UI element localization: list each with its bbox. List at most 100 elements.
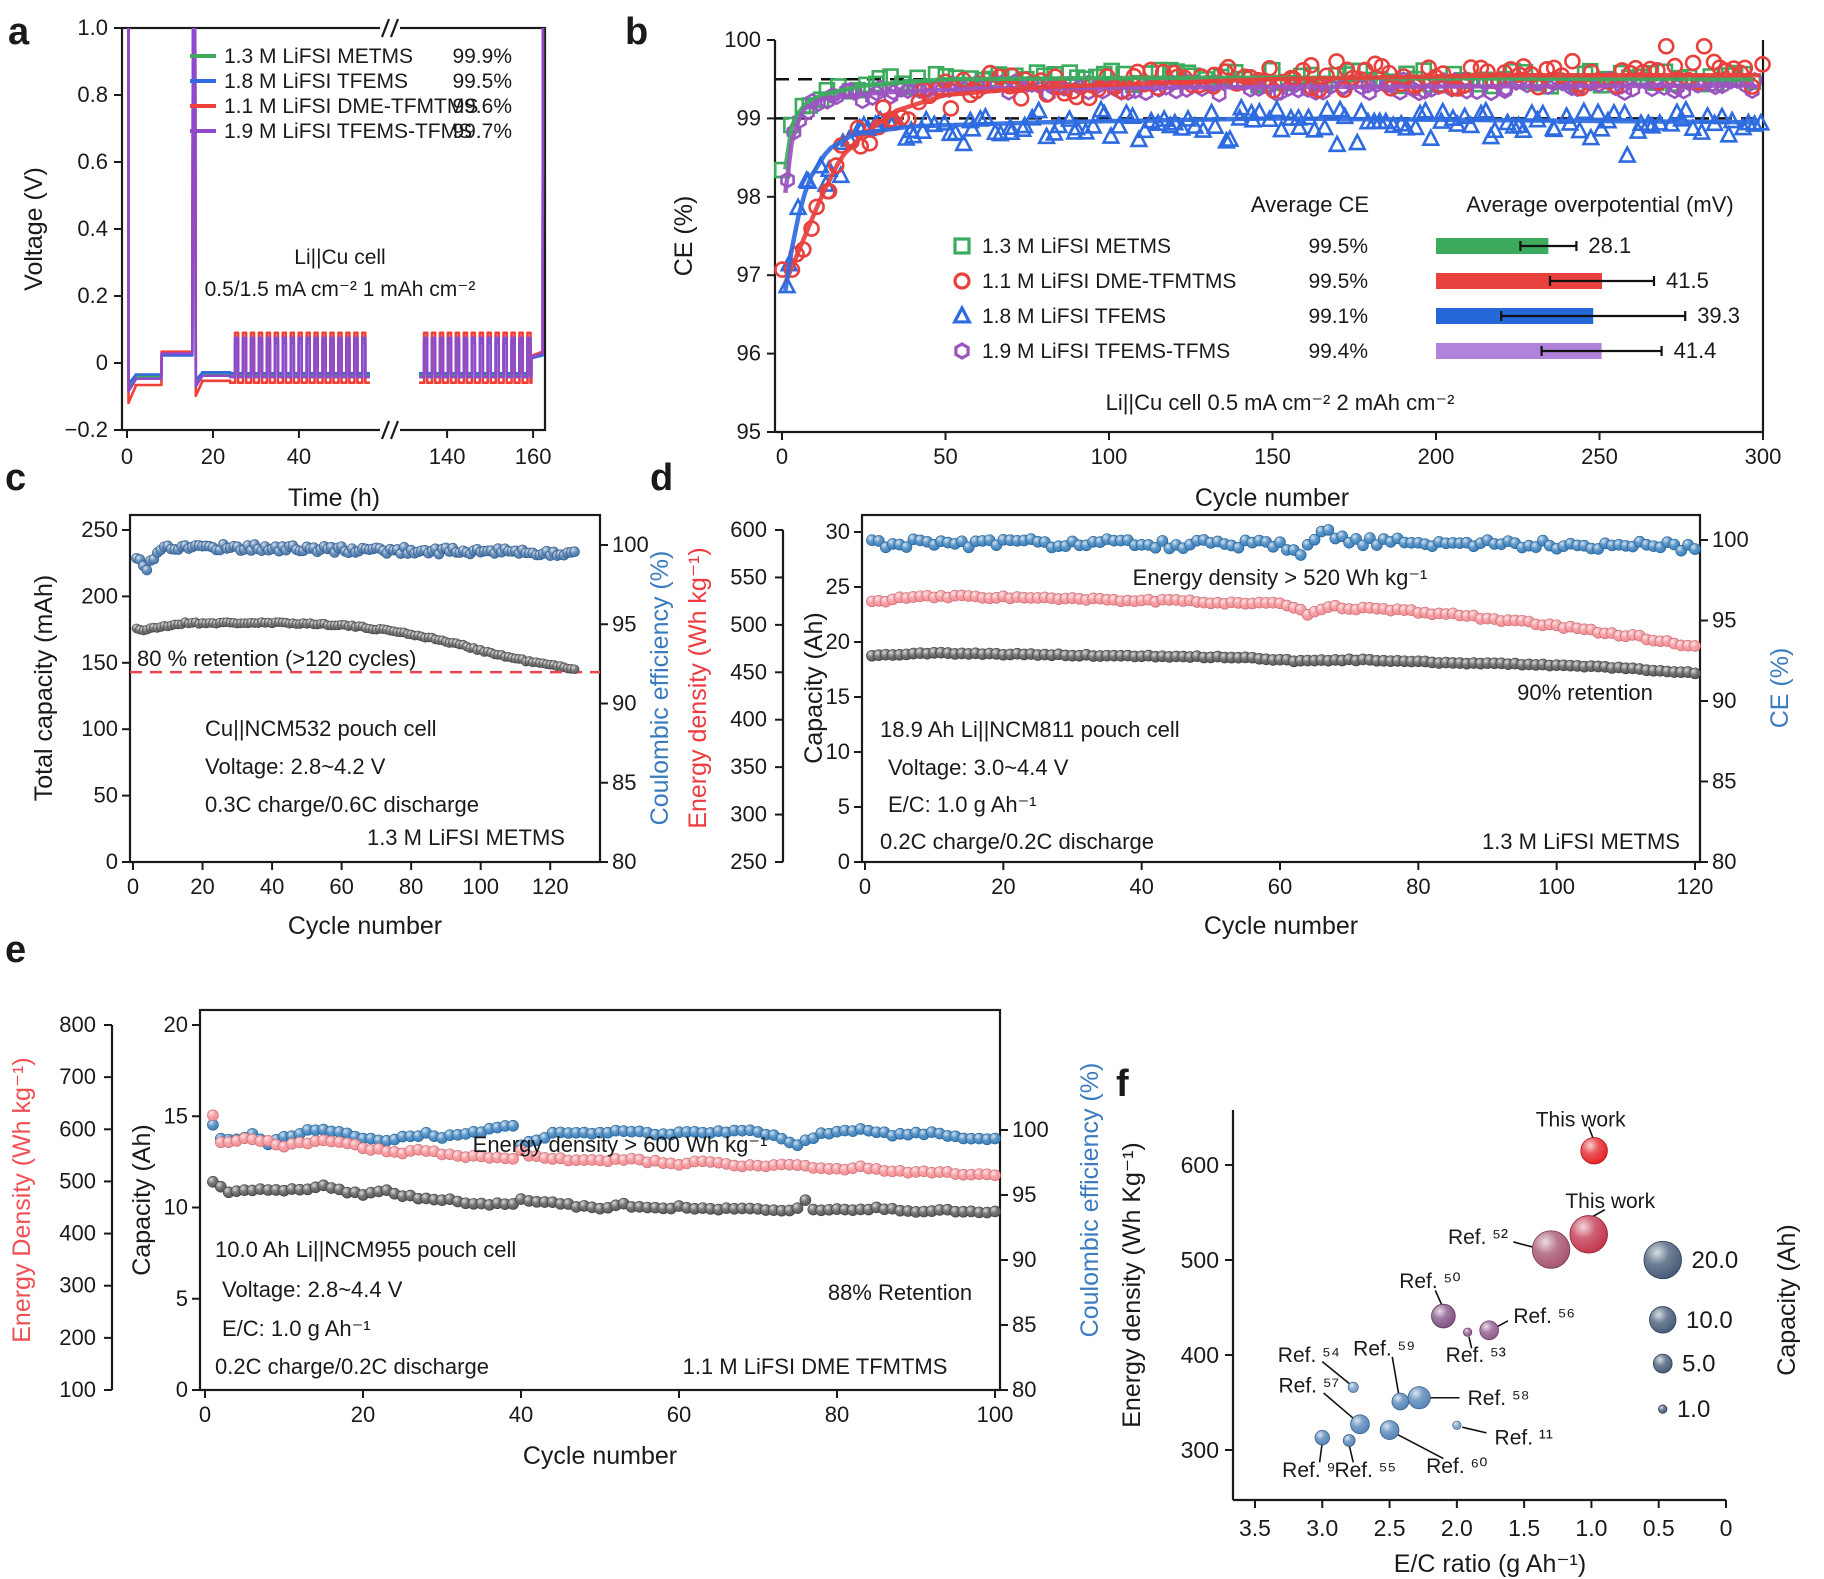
legend-value: 99.7%: [452, 120, 512, 143]
leader-line: [1323, 1392, 1357, 1422]
data-point: [1156, 535, 1169, 547]
triangle-marker: [1289, 116, 1309, 136]
hexagon-marker: [1360, 76, 1376, 94]
triangle-marker: [1304, 119, 1324, 138]
y-tick: 99: [737, 105, 761, 130]
y-tick: 0.4: [77, 216, 108, 241]
triangle-marker: [1476, 100, 1496, 119]
panel-letter-c: c: [5, 457, 26, 499]
bubble-label: Ref. ⁵²: [1448, 1226, 1508, 1249]
triangle-marker: [1172, 117, 1192, 136]
legend-label: 1.1 M LiFSI DME-TFMTMS: [224, 95, 478, 118]
data-point: [1357, 539, 1369, 552]
legend-axis-label: Capacity (Ah): [1773, 1224, 1801, 1375]
bubble-ref-50: [1431, 1303, 1456, 1329]
left-tick: 10: [826, 739, 850, 764]
bubble-ref-60: [1379, 1420, 1400, 1440]
bubble-label: Ref. ⁵⁴: [1278, 1344, 1340, 1367]
square-marker: [953, 237, 971, 255]
bubble-label: Ref. ⁹: [1282, 1459, 1335, 1482]
panel-letter-b: b: [625, 11, 648, 53]
annotation: Voltage: 2.8~4.4 V: [222, 1277, 403, 1302]
bubble-ref-this-work-top: [1580, 1137, 1608, 1165]
data-point: [1294, 549, 1307, 561]
circle-marker: [953, 272, 971, 290]
triangle-marker: [831, 165, 851, 184]
annotation: Voltage: 2.8~4.2 V: [205, 754, 386, 779]
rotated-axis-label: Coulombic efficiency (%): [1076, 1063, 1104, 1338]
y-tick: 96: [737, 341, 761, 366]
leader-line: [1395, 1433, 1444, 1460]
left-tick: 15: [164, 1103, 188, 1128]
x-axis-label: Cycle number: [1195, 484, 1349, 512]
legend-label: 1.3 M LiFSI METMS: [224, 45, 413, 68]
triangle-marker: [1067, 117, 1087, 136]
circle-marker: [1336, 81, 1353, 99]
panel-letter-a: a: [8, 11, 30, 53]
bubble-label: Ref. ⁵⁵: [1334, 1459, 1396, 1482]
x-tick: 20: [190, 874, 214, 899]
triangle-marker: [1719, 124, 1739, 143]
hexagon-marker: [1617, 83, 1633, 102]
triangle-marker: [1135, 120, 1155, 139]
y-tick: 500: [1181, 1247, 1219, 1273]
triangle-marker: [1231, 97, 1251, 116]
bubble-ref-57: [1350, 1414, 1370, 1435]
rotated-axis-label: CE (%): [1766, 648, 1794, 729]
circle-marker: [1265, 82, 1282, 99]
annotation: 88% Retention: [828, 1280, 972, 1305]
trend-line: [783, 83, 1754, 194]
bubble-label: Ref. ⁶⁰: [1426, 1455, 1487, 1478]
left-tick: 100: [81, 716, 118, 741]
annotation: 0.2C charge/0.2C discharge: [880, 829, 1154, 854]
right-tick: 100: [1712, 527, 1749, 552]
annotation: Cu||NCM532 pouch cell: [205, 716, 437, 741]
leader-line: [1513, 1241, 1536, 1249]
left-tick: 0: [838, 849, 850, 874]
table-row-ce: 99.1%: [1308, 305, 1368, 328]
triangle-marker: [1683, 117, 1703, 136]
circle-marker: [1310, 81, 1328, 99]
energy-tick: 400: [59, 1221, 96, 1246]
triangle-marker: [1676, 99, 1696, 118]
data-point: [989, 1169, 1001, 1182]
triangle-marker: [1574, 100, 1594, 120]
x-tick: 80: [399, 874, 423, 899]
data-point: [1322, 524, 1335, 536]
x-tick: 0: [776, 444, 788, 469]
panel-c: c 0 50 100 150 200 250 80 85 90 95 100 0 20 40 60 80 100 1…: [5, 457, 674, 940]
circle-marker: [1328, 53, 1345, 70]
circle-marker: [1695, 37, 1713, 55]
bubble-ref-53: [1463, 1327, 1473, 1337]
bubble-label: Ref. ¹¹: [1495, 1427, 1553, 1450]
x-tick: 0: [859, 874, 871, 899]
left-tick: 25: [826, 574, 850, 599]
table-row-label: 1.1 M LiFSI DME-TFMTMS: [982, 270, 1236, 293]
panel-letter-f: f: [1116, 1063, 1129, 1105]
x-axis-label: Cycle number: [523, 1442, 677, 1470]
triangle-marker: [1327, 134, 1347, 153]
circle-marker: [1684, 54, 1702, 72]
data-point: [1689, 667, 1701, 680]
annotation: 80 % retention (>120 cycles): [137, 646, 416, 671]
panel-e: e051015208085909510010020030040050060070…: [5, 929, 1104, 1470]
x-tick: 160: [515, 444, 552, 469]
left-tick: 250: [81, 517, 118, 542]
legend-value: 99.9%: [452, 45, 512, 68]
data-point: [799, 1194, 812, 1206]
x-tick: 3.0: [1306, 1515, 1338, 1541]
energy-tick: 250: [730, 849, 767, 874]
series-line: [419, 28, 545, 384]
right-tick: 90: [612, 691, 636, 716]
data-point: [1149, 541, 1162, 554]
rotated-axis-label: Total capacity (mAh): [30, 575, 58, 801]
energy-tick: 600: [59, 1116, 96, 1141]
bubble-ref-55: [1342, 1434, 1356, 1447]
y-tick: 95: [737, 419, 761, 444]
y-axis-label: Voltage (V): [20, 167, 48, 291]
panel-f: f 300 400 500 600 3.5 3.0 2.5 2.0 1.5 1.0 0.5 0 This …: [1116, 1063, 1801, 1578]
table-row-label: 1.9 M LiFSI TFEMS-TFMS: [982, 340, 1230, 363]
triangle-marker: [934, 112, 954, 131]
